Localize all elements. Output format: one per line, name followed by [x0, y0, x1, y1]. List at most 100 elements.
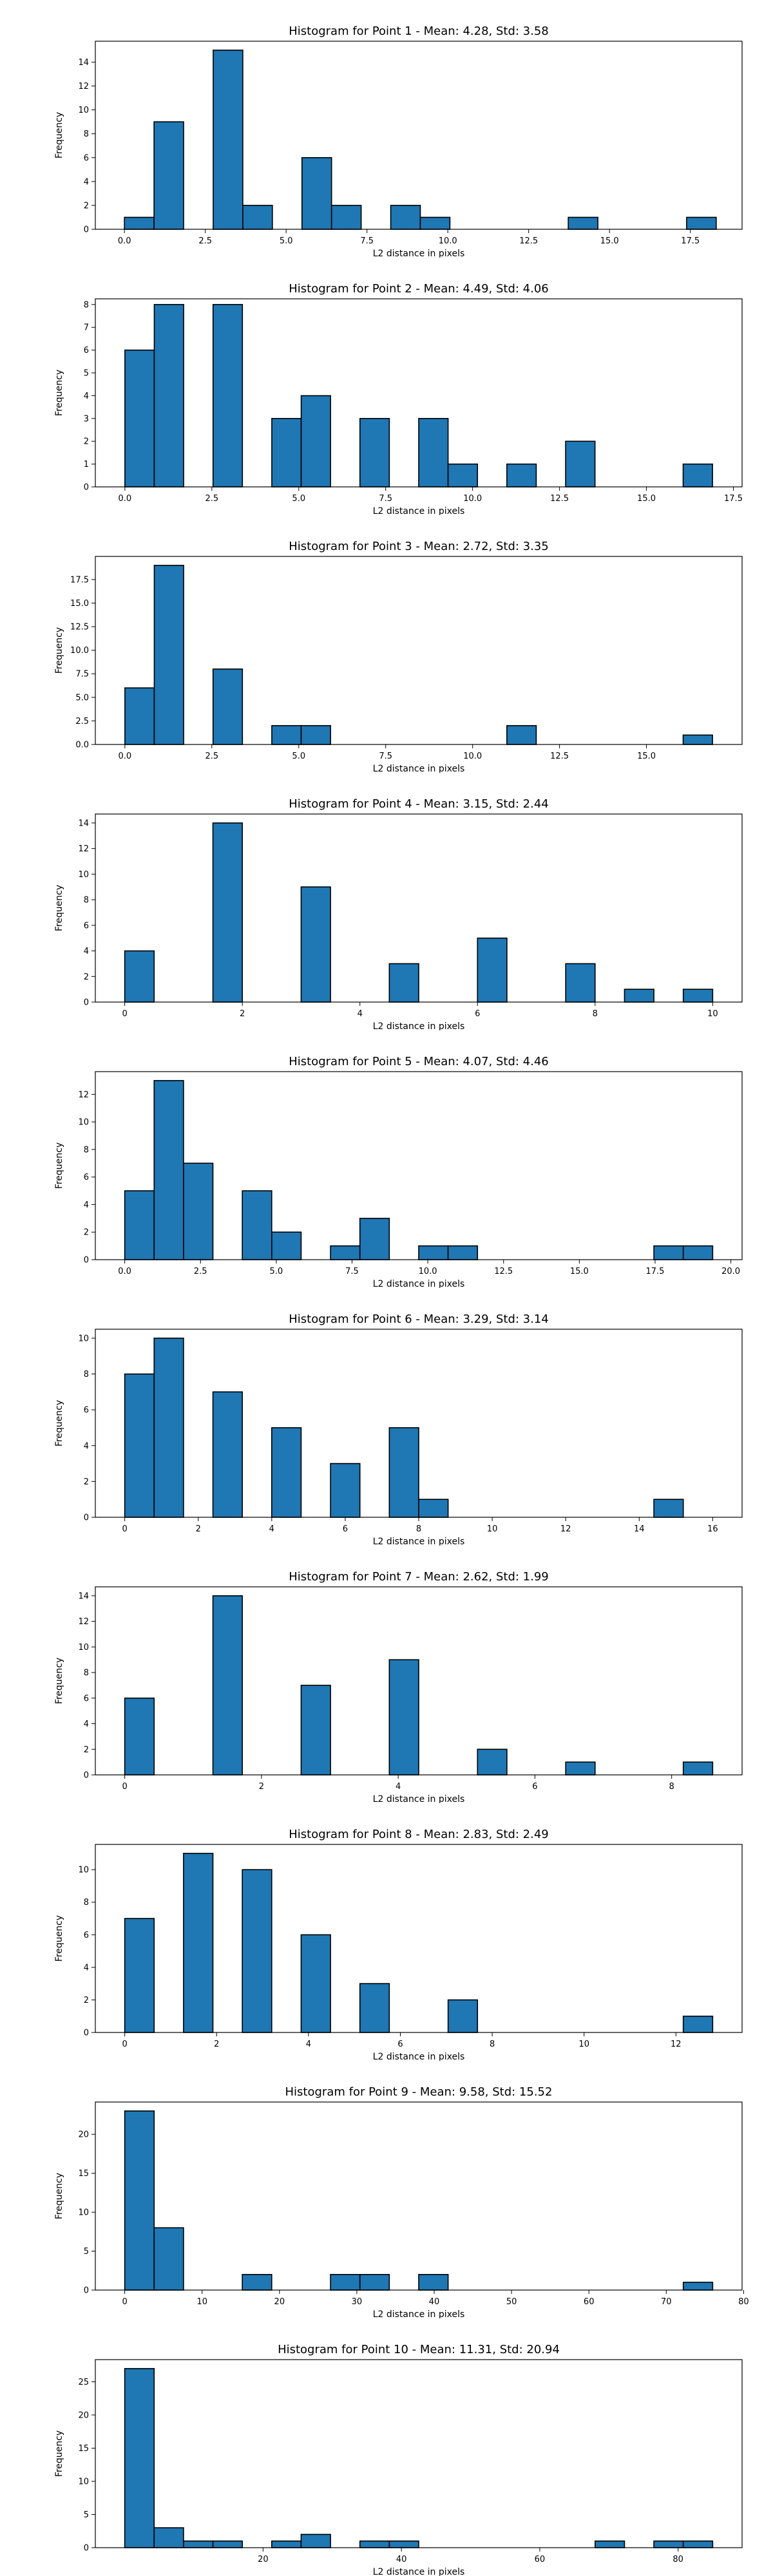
bars [124, 2368, 714, 2548]
x-tick-label: 5.0 [270, 1267, 283, 1276]
y-tick-label: 0 [84, 225, 89, 235]
x-tick-label: 12.5 [550, 494, 569, 504]
x-tick-label: 80 [738, 2297, 749, 2307]
y-tick-label: 15 [78, 2444, 89, 2454]
y-tick-label: 12 [78, 844, 89, 854]
x-tick-label: 6 [397, 2040, 403, 2049]
histogram-bar [301, 156, 332, 230]
x-tick-label: 20.0 [721, 1267, 740, 1276]
plot-frame [95, 41, 743, 230]
histogram-bar [183, 2540, 214, 2548]
bars [124, 50, 717, 230]
x-axis-label: L2 distance in pixels [373, 1279, 465, 1288]
x-tick-label: 5.0 [292, 752, 305, 761]
y-tick-label: 0 [84, 2029, 89, 2038]
x-tick-label: 12.5 [550, 752, 569, 761]
y-tick-label: 6 [84, 346, 89, 355]
x-tick-label: 0 [122, 2040, 127, 2049]
bars [124, 1853, 714, 2033]
chart-title: Histogram for Point 4 - Mean: 3.15, Std:… [289, 797, 549, 811]
histogram-bar [271, 724, 302, 745]
x-tick-label: 7.5 [379, 752, 392, 761]
histogram-bar [300, 395, 331, 488]
histogram-bar [124, 1190, 155, 1260]
plot-frame [95, 1844, 743, 2033]
x-tick-label: 0 [122, 1524, 127, 1534]
histogram-bar [124, 2110, 155, 2291]
y-tick-label: 6 [84, 153, 89, 163]
x-tick-label: 2 [214, 2040, 219, 2049]
histogram-bar [242, 1869, 272, 2033]
x-tick-label: 30 [352, 2297, 363, 2307]
y-tick-label: 12 [78, 1090, 89, 1100]
x-tick-label: 2 [196, 1524, 201, 1534]
y-tick-label: 6 [84, 1173, 89, 1182]
histogram-bar [447, 1999, 479, 2033]
y-axis-label: Frequency [54, 1658, 64, 1704]
histogram-chart-6: Histogram for Point 6 - Mean: 3.29, Std:… [54, 1312, 743, 1546]
histogram-bar [682, 2282, 714, 2291]
histogram-bar [124, 950, 155, 1003]
x-tick-label: 15.0 [570, 1267, 589, 1276]
y-tick-label: 4 [84, 177, 89, 187]
y-axis-label: Frequency [54, 627, 64, 674]
histogram-bar [477, 1748, 508, 1776]
y-tick-label: 10.0 [70, 646, 89, 656]
histogram-bar [212, 668, 243, 745]
x-tick-label: 50 [506, 2297, 517, 2307]
y-tick-label: 12 [78, 1617, 89, 1627]
x-axis-label: L2 distance in pixels [373, 2309, 465, 2318]
bars [124, 822, 714, 1003]
histogram-bar [682, 463, 713, 488]
chart-title: Histogram for Point 2 - Mean: 4.49, Std:… [289, 282, 549, 296]
histogram-bar [242, 1190, 272, 1260]
x-tick-label: 6 [532, 1782, 537, 1792]
y-tick-label: 10 [78, 1643, 89, 1653]
x-tick-label: 8 [490, 2040, 495, 2049]
histogram-bar [300, 1934, 331, 2033]
x-tick-label: 7.5 [379, 494, 392, 504]
x-tick-label: 0.0 [118, 1267, 131, 1276]
y-tick-label: 2 [84, 972, 89, 982]
x-tick-label: 12.5 [519, 236, 538, 246]
histogram-bar [124, 1698, 155, 1776]
x-tick-label: 12 [560, 1524, 571, 1534]
histogram-bar [595, 2540, 625, 2548]
x-tick-label: 2 [240, 1009, 245, 1019]
x-tick-label: 10.0 [463, 494, 482, 504]
bars [124, 565, 713, 745]
y-axis-label: Frequency [54, 370, 64, 416]
y-axis-label: Frequency [54, 1400, 64, 1446]
histogram-bar [359, 1218, 390, 1260]
x-tick-label: 17.5 [645, 1267, 664, 1276]
y-tick-label: 8 [84, 896, 89, 905]
histogram-bar [330, 2274, 361, 2291]
y-tick-label: 4 [84, 1963, 89, 1973]
bars [124, 304, 713, 488]
y-tick-label: 8 [84, 300, 89, 310]
histogram-bar [653, 1245, 684, 1260]
y-tick-label: 20 [78, 2411, 89, 2421]
y-tick-label: 4 [84, 1200, 89, 1210]
y-tick-label: 10 [78, 2208, 89, 2218]
histogram-bar [682, 1245, 714, 1260]
histogram-bar [359, 1983, 390, 2033]
x-tick-label: 15.0 [637, 752, 656, 761]
histogram-bar [212, 1391, 243, 1518]
y-tick-label: 0 [84, 998, 89, 1008]
histogram-chart-7: Histogram for Point 7 - Mean: 2.62, Std:… [54, 1570, 743, 1803]
histogram-bar [124, 1918, 155, 2033]
x-tick-label: 7.5 [360, 236, 374, 246]
y-tick-label: 8 [84, 1898, 89, 1908]
y-tick-label: 7.5 [75, 670, 89, 679]
x-tick-label: 15.0 [637, 494, 656, 504]
x-axis-label: L2 distance in pixels [373, 2052, 465, 2061]
bars [124, 1338, 684, 1518]
histogram-bar [213, 50, 243, 230]
y-tick-label: 14 [78, 1591, 89, 1601]
y-tick-label: 3 [84, 414, 89, 424]
histogram-bar [506, 463, 537, 488]
x-tick-label: 20 [274, 2297, 285, 2307]
x-tick-label: 8 [416, 1524, 421, 1534]
x-tick-label: 7.5 [345, 1267, 359, 1276]
